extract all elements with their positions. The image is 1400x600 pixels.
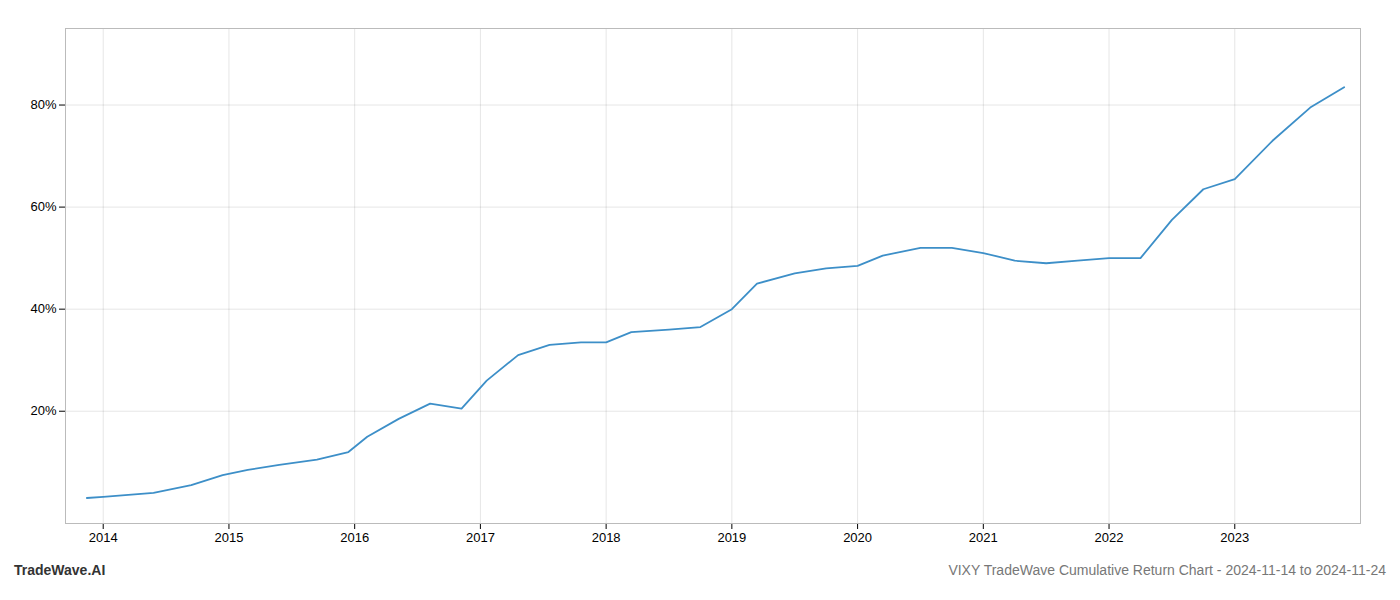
svg-text:2021: 2021 bbox=[969, 530, 998, 545]
svg-text:20%: 20% bbox=[30, 403, 56, 418]
svg-text:40%: 40% bbox=[30, 301, 56, 316]
svg-text:2023: 2023 bbox=[1220, 530, 1249, 545]
svg-text:60%: 60% bbox=[30, 199, 56, 214]
svg-text:2015: 2015 bbox=[214, 530, 243, 545]
svg-text:2016: 2016 bbox=[340, 530, 369, 545]
svg-text:80%: 80% bbox=[30, 97, 56, 112]
svg-text:2017: 2017 bbox=[466, 530, 495, 545]
svg-text:2019: 2019 bbox=[717, 530, 746, 545]
svg-text:2018: 2018 bbox=[592, 530, 621, 545]
html-text:TradeWave.AI: TradeWave.AI bbox=[14, 562, 106, 578]
svg-text:2014: 2014 bbox=[89, 530, 118, 545]
svg-text:2020: 2020 bbox=[843, 530, 872, 545]
html-text:VIXY TradeWave Cumulative Retu: VIXY TradeWave Cumulative Return Chart -… bbox=[948, 562, 1386, 578]
svg-text:2022: 2022 bbox=[1095, 530, 1124, 545]
